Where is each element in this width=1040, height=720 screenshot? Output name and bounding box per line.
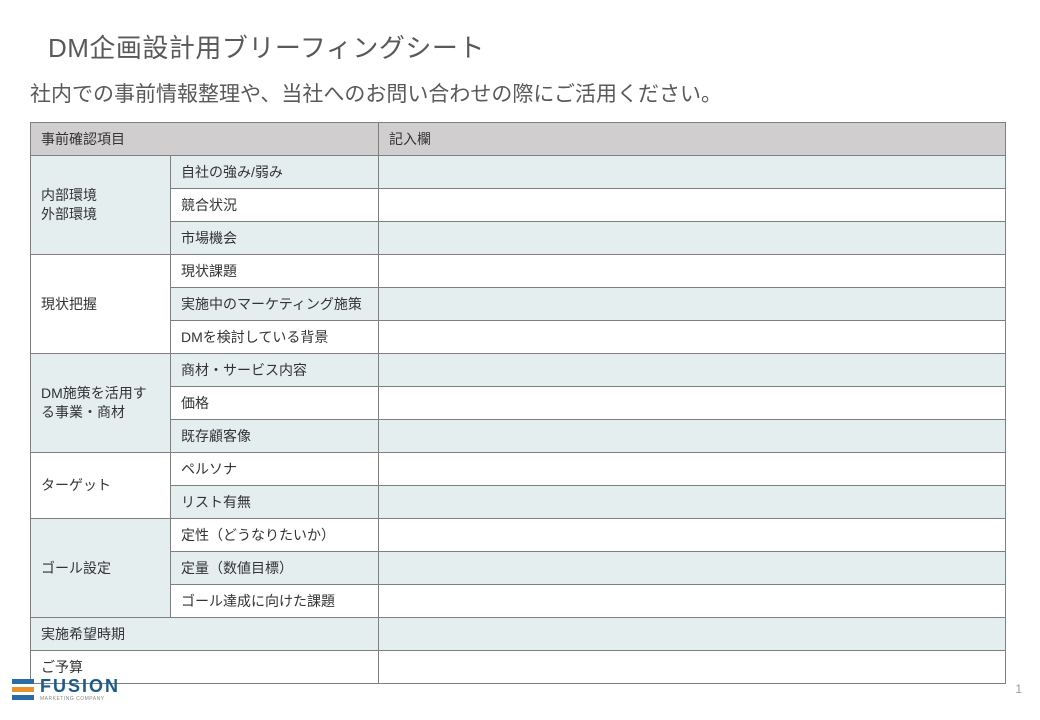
table-row: 既存顧客像: [31, 420, 1006, 453]
entry-cell[interactable]: [379, 354, 1006, 387]
table-row: DMを検討している背景: [31, 321, 1006, 354]
category-cell: 実施希望時期: [31, 618, 379, 651]
header-col1: 事前確認項目: [31, 123, 379, 156]
entry-cell[interactable]: [379, 453, 1006, 486]
logo-bar: [12, 695, 34, 700]
sub-cell: ゴール達成に向けた課題: [171, 585, 379, 618]
entry-cell[interactable]: [379, 420, 1006, 453]
sub-cell: リスト有無: [171, 486, 379, 519]
entry-cell[interactable]: [379, 321, 1006, 354]
entry-cell[interactable]: [379, 156, 1006, 189]
category-cell: 内部環境外部環境: [31, 156, 171, 255]
table-row: 競合状況: [31, 189, 1006, 222]
category-cell: DM施策を活用する事業・商材: [31, 354, 171, 453]
table-row: リスト有無: [31, 486, 1006, 519]
entry-cell[interactable]: [379, 585, 1006, 618]
footer-logo: FUSION MARKETING COMPANY: [12, 677, 120, 702]
sub-cell: 競合状況: [171, 189, 379, 222]
table-row: ゴール達成に向けた課題: [31, 585, 1006, 618]
logo-subtext: MARKETING COMPANY: [40, 696, 120, 702]
page-number: 1: [1015, 682, 1022, 696]
entry-cell[interactable]: [379, 618, 1006, 651]
entry-cell[interactable]: [379, 387, 1006, 420]
sub-cell: 自社の強み/弱み: [171, 156, 379, 189]
entry-cell[interactable]: [379, 222, 1006, 255]
table-row: 内部環境外部環境自社の強み/弱み: [31, 156, 1006, 189]
logo-bar: [12, 687, 34, 692]
header-col2: 記入欄: [379, 123, 1006, 156]
table-row: 実施希望時期: [31, 618, 1006, 651]
sub-cell: 実施中のマーケティング施策: [171, 288, 379, 321]
entry-cell[interactable]: [379, 288, 1006, 321]
briefing-table: 事前確認項目 記入欄 内部環境外部環境自社の強み/弱み競合状況市場機会現状把握現…: [30, 122, 1006, 684]
entry-cell[interactable]: [379, 552, 1006, 585]
table-row: ゴール設定定性（どうなりたいか）: [31, 519, 1006, 552]
sub-cell: DMを検討している背景: [171, 321, 379, 354]
sub-cell: 価格: [171, 387, 379, 420]
table-row: 定量（数値目標）: [31, 552, 1006, 585]
logo-bars-icon: [12, 679, 34, 700]
sub-cell: ペルソナ: [171, 453, 379, 486]
table-row: 現状把握現状課題: [31, 255, 1006, 288]
entry-cell[interactable]: [379, 519, 1006, 552]
sub-cell: 既存顧客像: [171, 420, 379, 453]
entry-cell[interactable]: [379, 255, 1006, 288]
sub-cell: 商材・サービス内容: [171, 354, 379, 387]
entry-cell[interactable]: [379, 486, 1006, 519]
table-row: 実施中のマーケティング施策: [31, 288, 1006, 321]
page-title: DM企画設計用ブリーフィングシート: [48, 28, 485, 65]
entry-cell[interactable]: [379, 651, 1006, 684]
logo-bar: [12, 679, 34, 684]
logo-text: FUSION: [40, 677, 120, 695]
sub-cell: 市場機会: [171, 222, 379, 255]
page-subtitle: 社内での事前情報整理や、当社へのお問い合わせの際にご活用ください。: [30, 78, 722, 108]
table-row: ターゲットペルソナ: [31, 453, 1006, 486]
sub-cell: 現状課題: [171, 255, 379, 288]
table-row: 価格: [31, 387, 1006, 420]
category-cell: ゴール設定: [31, 519, 171, 618]
sub-cell: 定量（数値目標）: [171, 552, 379, 585]
table-row: 市場機会: [31, 222, 1006, 255]
table-row: DM施策を活用する事業・商材商材・サービス内容: [31, 354, 1006, 387]
table-row: ご予算: [31, 651, 1006, 684]
entry-cell[interactable]: [379, 189, 1006, 222]
category-cell: ターゲット: [31, 453, 171, 519]
sub-cell: 定性（どうなりたいか）: [171, 519, 379, 552]
category-cell: 現状把握: [31, 255, 171, 354]
